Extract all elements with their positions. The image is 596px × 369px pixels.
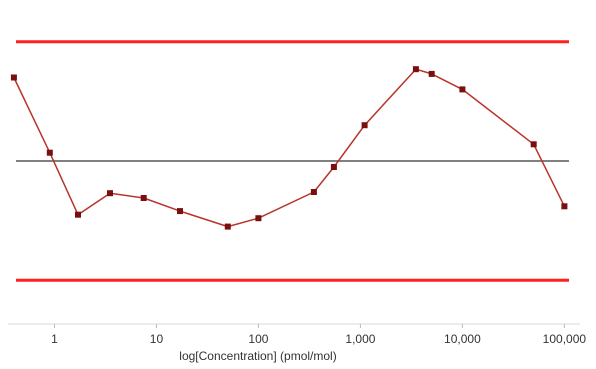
data-point-9 — [330, 164, 337, 170]
data-point-5 — [177, 208, 183, 215]
data-point-11 — [412, 66, 419, 73]
x-tick-label-0: 1 — [51, 332, 58, 346]
data-point-4 — [140, 195, 147, 201]
data-point-6 — [224, 223, 231, 230]
data-point-10 — [361, 122, 368, 129]
x-tick-label-5: 100,000 — [543, 332, 587, 346]
x-axis: 1 10 100 1,000 10,000 100,000 — [8, 323, 587, 346]
data-point-0 — [10, 74, 17, 81]
x-tick-label-1: 10 — [150, 332, 164, 346]
reference-lines — [16, 40, 569, 282]
x-axis-title: log[Concentration] (pmol/mol) — [179, 349, 336, 363]
data-point-14 — [530, 141, 537, 148]
series-line-0 — [13, 68, 566, 228]
data-point-12 — [428, 70, 435, 77]
x-tick-label-2: 100 — [248, 332, 268, 346]
series-layer — [10, 66, 568, 230]
data-point-3 — [107, 190, 113, 197]
x-tick-label-3: 1,000 — [345, 332, 375, 346]
data-point-2 — [75, 211, 81, 218]
data-point-15 — [561, 203, 568, 210]
data-point-7 — [255, 215, 262, 222]
x-tick-label-4: 10,000 — [444, 332, 481, 346]
data-point-1 — [46, 149, 53, 156]
data-point-13 — [459, 86, 466, 93]
data-point-8 — [310, 189, 317, 195]
